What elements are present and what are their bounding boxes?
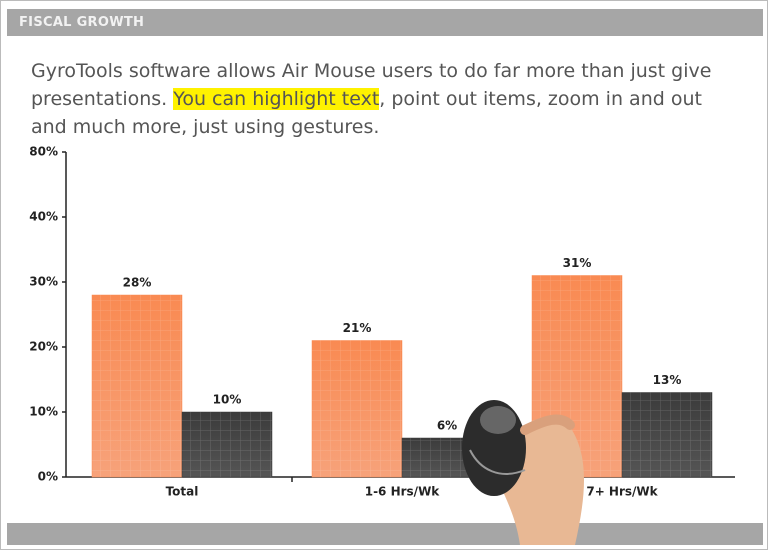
y-tick-label: 0% [38, 470, 58, 484]
bar-texture [622, 392, 712, 477]
y-tick-label: 30% [29, 275, 58, 289]
text: , point out items, zoom in and out and m… [31, 88, 702, 138]
y-tick-label: 10% [29, 405, 58, 419]
y-tick-label: 20% [29, 340, 58, 354]
y-tick-label: 80% [29, 145, 58, 159]
value-label: 31% [563, 256, 592, 270]
value-label: 28% [123, 276, 152, 290]
y-tick-label: 40% [29, 210, 58, 224]
value-label: 13% [653, 373, 682, 387]
value-label: 21% [343, 321, 372, 335]
x-tick-label: 7+ Hrs/Wk [586, 485, 658, 499]
value-label: 10% [213, 393, 242, 407]
hand-with-mouse [462, 400, 585, 545]
value-label: 6% [437, 419, 457, 433]
text: GyroTools software allows Air Mouse user… [31, 60, 712, 110]
bar-texture [312, 340, 402, 477]
paragraph: GyroTools software allows Air Mouse user… [31, 57, 731, 141]
x-tick-label: Total [166, 485, 199, 499]
bar-texture [92, 295, 182, 477]
x-tick-label: 1-6 Hrs/Wk [365, 485, 441, 499]
header-title: FISCAL GROWTH [19, 15, 145, 30]
highlighted-text: You can highlight text [173, 88, 380, 110]
bar-texture [182, 412, 272, 477]
header-bar: FISCAL GROWTH [7, 9, 763, 36]
